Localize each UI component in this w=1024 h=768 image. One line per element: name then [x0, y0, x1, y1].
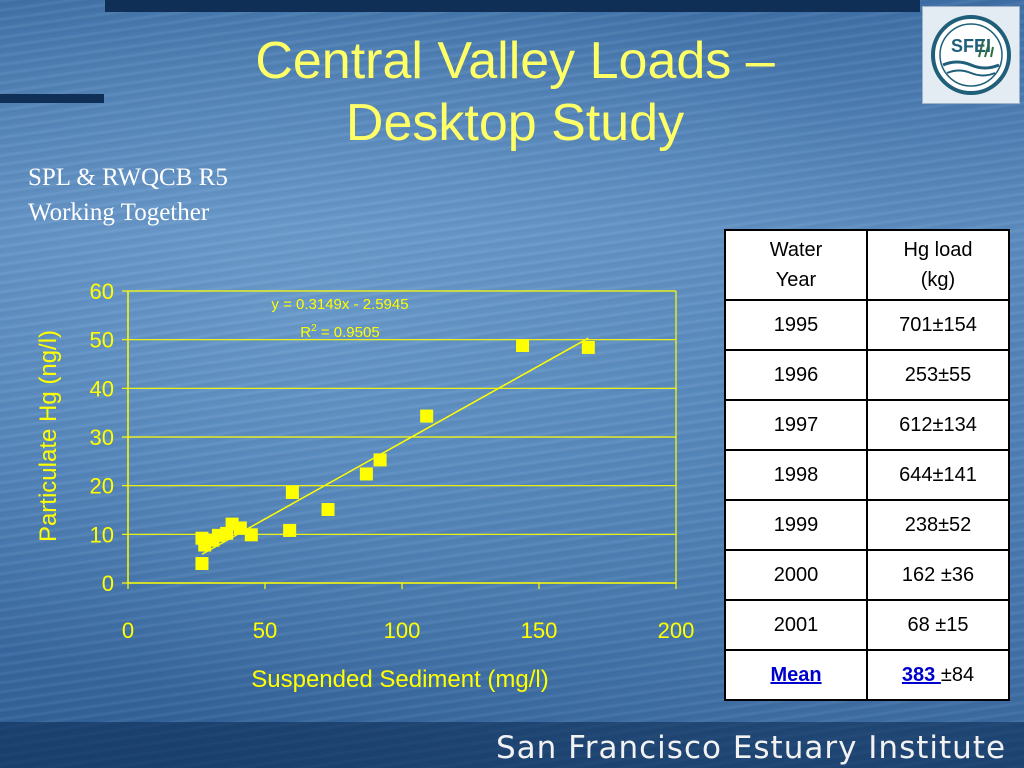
slide-title: Central Valley Loads – Desktop Study [170, 30, 860, 154]
table-row: 2001 68 ±15 [724, 599, 1010, 651]
cell-year: 2001 [724, 599, 868, 651]
sfei-logo-icon: SFEI [931, 15, 1011, 95]
hg-load-table: Water Year Hg load (kg) 1995 701±154 199… [724, 229, 1010, 701]
footer-band [0, 722, 1024, 768]
table-row: 1995 701±154 [724, 299, 1010, 351]
cell-load: 253±55 [866, 349, 1010, 401]
cell-load: 701±154 [866, 299, 1010, 351]
table-header-row: Water Year Hg load (kg) [724, 229, 1010, 301]
r-squared-value: = 0.9505 [317, 324, 380, 341]
data-point [233, 521, 247, 535]
left-accent-bar [0, 94, 104, 103]
data-point [359, 467, 373, 481]
data-point [373, 453, 387, 467]
header-hg-load: Hg load (kg) [866, 229, 1010, 301]
data-point [244, 528, 258, 542]
chart-gridlines [128, 290, 676, 535]
header-hg-load-line1: Hg load [903, 239, 973, 261]
trendline [201, 337, 589, 555]
r-symbol: R [300, 324, 311, 341]
x-tick-label: 0 [122, 618, 134, 643]
header-water-year: Water Year [724, 229, 868, 301]
table-row: 2000 162 ±36 [724, 549, 1010, 601]
table-row: 1999 238±52 [724, 499, 1010, 551]
x-tick-label: 200 [658, 618, 695, 643]
sfei-logo: SFEI [922, 6, 1020, 104]
y-tick-label: 40 [90, 376, 114, 401]
cell-year: 1999 [724, 499, 868, 551]
x-axis-label: Suspended Sediment (mg/l) [251, 666, 549, 693]
y-tick-label: 10 [90, 522, 114, 547]
x-tick-label: 100 [384, 618, 421, 643]
footer-institute-name: San Francisco Estuary Institute [496, 730, 1007, 766]
cell-year: 1996 [724, 349, 868, 401]
y-tick-label: 60 [90, 279, 114, 304]
data-point [420, 409, 434, 423]
cell-load: 612±134 [866, 399, 1010, 451]
cell-load: 644±141 [866, 449, 1010, 501]
cell-load: 162 ±36 [866, 549, 1010, 601]
header-water-year-line1: Water [769, 239, 823, 261]
cell-load: 238±52 [866, 499, 1010, 551]
header-hg-load-line2: (kg) [920, 269, 956, 291]
r-squared-label: R2 = 0.9505 [300, 323, 379, 341]
cell-mean-label: Mean [724, 649, 868, 701]
y-tick-label: 0 [102, 571, 114, 596]
table-row: 1996 253±55 [724, 349, 1010, 401]
y-tick-label: 20 [90, 474, 114, 499]
header-water-year-line2: Year [775, 269, 817, 291]
cell-load: 68 ±15 [866, 599, 1010, 651]
title-line-2: Desktop Study [345, 94, 685, 152]
x-tick-label: 150 [521, 618, 558, 643]
subtitle-line-1: SPL & RWQCB R5 [28, 164, 228, 191]
trendline-group [201, 337, 589, 555]
data-point [285, 485, 299, 499]
data-point [283, 523, 297, 537]
data-point [195, 557, 209, 571]
title-line-1: Central Valley Loads – [255, 32, 775, 90]
r-superscript: 2 [311, 323, 317, 334]
x-tick-label: 50 [253, 618, 277, 643]
y-tick-label: 50 [90, 328, 114, 353]
mean-label: Mean [770, 663, 822, 686]
y-axis-label: Particulate Hg (ng/l) [35, 330, 62, 542]
cell-year: 2000 [724, 549, 868, 601]
mean-value: 383 [901, 663, 941, 686]
slide-subtitle: SPL & RWQCB R5 Working Together [28, 160, 228, 230]
data-point [321, 503, 335, 517]
cell-mean-value: 383 ±84 [866, 649, 1010, 701]
chart-axes [122, 290, 677, 589]
cell-year: 1997 [724, 399, 868, 451]
top-accent-bar [105, 0, 920, 12]
table-row: 1998 644±141 [724, 449, 1010, 501]
cell-year: 1995 [724, 299, 868, 351]
cell-year: 1998 [724, 449, 868, 501]
subtitle-line-2: Working Together [28, 199, 210, 226]
tick-labels: 0 10 20 30 40 50 60 0 50 100 150 200 [90, 279, 695, 643]
data-points [195, 339, 595, 571]
y-tick-label: 30 [90, 425, 114, 450]
trend-equation: y = 0.3149x - 2.5945 [271, 296, 408, 313]
data-point [516, 339, 530, 353]
mean-pm: ±84 [940, 663, 975, 686]
data-point [581, 340, 595, 354]
table-mean-row: Mean 383 ±84 [724, 649, 1010, 701]
table-row: 1997 612±134 [724, 399, 1010, 451]
